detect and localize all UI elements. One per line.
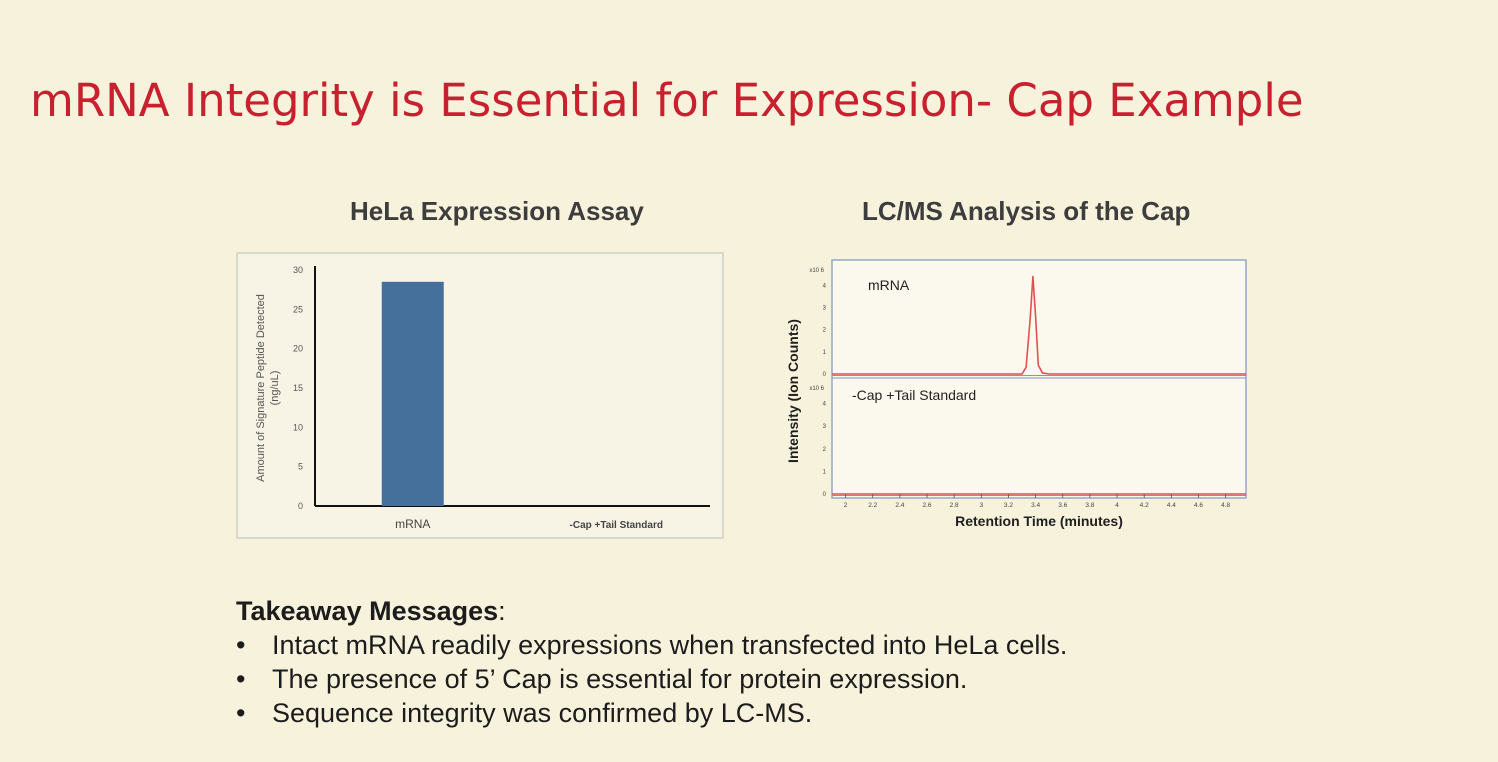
takeaway-bullet: Sequence integrity was confirmed by LC-M… [236,696,1067,730]
series-line [832,275,1246,375]
x-axis-label: Retention Time (minutes) [955,513,1123,529]
y-tick-label: 2 [823,328,827,334]
y-tick-label: 20 [293,344,303,354]
y-tick-label: 2 [823,447,827,453]
y-tick-label: 4 [823,283,827,289]
y-scale-label: x10 6 [809,386,824,392]
title-divider [30,144,1470,150]
x-tick-label: 3 [979,502,983,509]
x-tick-label: 4.4 [1167,502,1176,509]
y-tick-label: 5 [298,462,303,472]
x-tick-label: 3.6 [1058,502,1067,509]
chart-frame [236,252,724,539]
plot-frame [831,259,1247,499]
x-tick-label: 3.2 [1004,502,1013,509]
x-tick-label: 4.8 [1221,502,1230,509]
y-tick-label: 10 [293,422,303,432]
slide-title: mRNA Integrity is Essential for Expressi… [30,74,1304,127]
y-tick-label: 0 [823,372,827,378]
takeaway-list: Intact mRNA readily expressions when tra… [236,628,1067,730]
x-tick-label: 2 [844,502,848,509]
takeaway-bullet: The presence of 5’ Cap is essential for … [236,662,1067,696]
bar [381,281,444,506]
y-tick-label: 3 [823,305,827,311]
x-tick-label: 2.4 [895,502,904,509]
y-tick-label: 30 [293,265,303,275]
hela-bar-chart: 0 5 10 15 20 25 30 mRNA -Cap +Tail Standard Amoun… [236,252,724,539]
x-category-label: mRNA [395,517,430,531]
y-axis-label: Intensity (Ion Counts) [785,319,801,463]
y-tick-label: 1 [823,469,827,475]
y-tick-label: 4 [823,402,827,408]
x-tick-label: 3.4 [1031,502,1040,509]
y-axis-label-line1: Amount of Signature Peptide Detected [255,294,267,482]
x-tick-label: 2.6 [922,502,931,509]
y-axis-label: Amount of Signature Peptide Detected (ng/… [255,294,281,482]
y-tick-label: 25 [293,304,303,314]
x-tick-label: 3.8 [1085,502,1094,509]
panel-label: mRNA [868,277,910,293]
x-category-label: -Cap +Tail Standard [570,520,663,531]
y-tick-label: 3 [823,424,827,430]
y-tick-label: 1 [823,350,827,356]
bar-chart-title: HeLa Expression Assay [350,196,644,226]
takeaway-section: Takeaway Messages: Intact mRNA readily e… [236,594,1067,730]
y-tick-label: 0 [298,501,303,511]
y-tick-label: 0 [823,492,827,498]
x-tick-label: 2.2 [868,502,877,509]
takeaway-heading: Takeaway Messages: [236,596,506,626]
x-tick-label: 4.2 [1140,502,1149,509]
x-tick-label: 2.8 [950,502,959,509]
y-tick-label: 15 [293,383,303,393]
x-tick-label: 4 [1115,502,1119,509]
takeaway-bullet: Intact mRNA readily expressions when tra… [236,628,1067,662]
y-scale-label: x10 6 [809,268,824,274]
y-axis-label-line2: (ng/uL) [269,371,281,406]
x-tick-label: 4.6 [1194,502,1203,509]
panel-label: -Cap +Tail Standard [852,387,976,403]
lcms-chromatogram: x10 6 0 1 2 3 4 mRNA x10 6 0 1 2 3 4 -Cap +Tail Stand… [785,259,1247,529]
lcms-chart-title: LC/MS Analysis of the Cap [862,196,1191,226]
